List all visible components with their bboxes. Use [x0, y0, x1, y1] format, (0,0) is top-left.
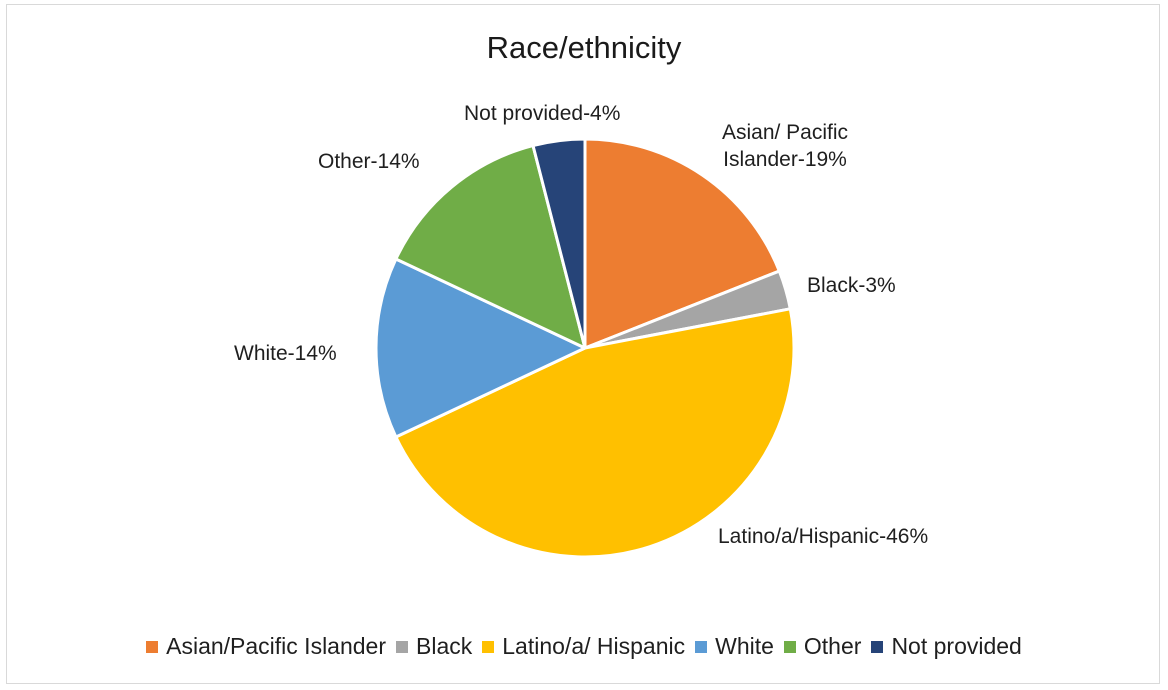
chart-title: Race/ethnicity	[486, 30, 682, 65]
legend: Asian/Pacific Islander Black Latino/a/ H…	[0, 633, 1168, 660]
pie-slice-not-provided	[531, 137, 587, 350]
legend-label: Black	[416, 633, 473, 659]
legend-item-asian-pacific-islander: Asian/Pacific Islander	[146, 633, 386, 660]
legend-swatch	[482, 640, 495, 653]
data-label-white: White-14%	[234, 342, 337, 365]
legend-label: Asian/Pacific Islander	[166, 633, 387, 659]
legend-item-not-provided: Not provided	[871, 633, 1022, 660]
data-label-asian-pacific-islander: Asian/ Pacific Islander-19%	[721, 121, 849, 171]
data-label-black: Black-3%	[807, 274, 896, 297]
pie-slice-other	[394, 144, 587, 350]
pie-slice-latino-a-hispanic	[394, 307, 796, 559]
legend-item-black: Black	[396, 633, 472, 660]
legend-swatch	[146, 640, 159, 653]
data-label-latino-hispanic: Latino/a/Hispanic-46%	[718, 525, 929, 548]
legend-item-white: White	[695, 633, 774, 660]
legend-item-latino-hispanic: Latino/a/ Hispanic	[482, 633, 685, 660]
data-label-not-provided: Not provided-4%	[464, 102, 621, 125]
legend-item-other: Other	[783, 633, 862, 660]
data-label-other: Other-14%	[318, 150, 420, 173]
legend-swatch	[396, 640, 409, 653]
pie-slice-white	[374, 257, 587, 439]
legend-label: Latino/a/ Hispanic	[502, 633, 686, 659]
legend-label: Other	[803, 633, 862, 659]
legend-swatch	[695, 640, 708, 653]
legend-swatch	[871, 640, 884, 653]
legend-label: Not provided	[891, 633, 1022, 659]
pie-slice-asian-pacific-islander	[583, 137, 781, 350]
legend-label: White	[715, 633, 774, 659]
legend-swatch	[783, 640, 796, 653]
